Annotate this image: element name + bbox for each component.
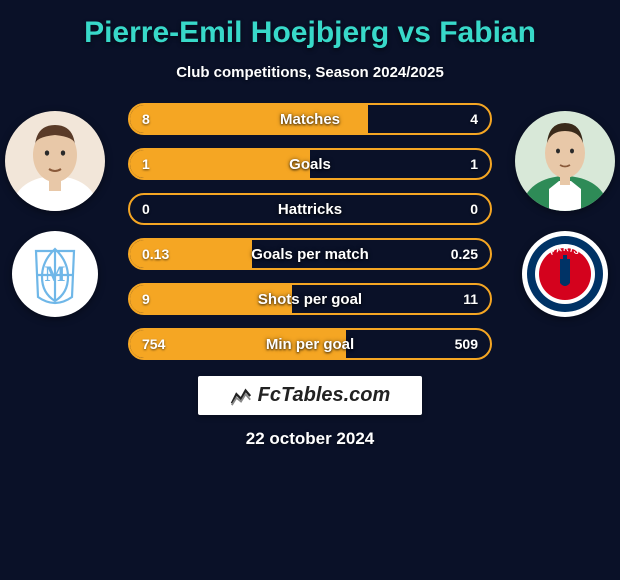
vs-label: vs [398,16,431,49]
stat-row: 754 Min per goal 509 [128,328,492,360]
stat-row: 9 Shots per goal 11 [128,283,492,315]
brand-badge: FcTables.com [198,376,423,415]
stats-column: 8 Matches 4 1 Goals 1 0 Hattricks 0 0.13 Goals per… [110,103,510,360]
subtitle: Club competitions, Season 2024/2025 [176,64,444,81]
player2-avatar-svg [515,111,615,211]
brand-text: FcTables.com [258,384,391,407]
stat-label: Goals [289,156,331,173]
stat-left-value: 0.13 [142,246,169,262]
stat-right-value: 0 [470,201,478,217]
stat-label: Matches [280,111,340,128]
main-row: M 8 Matches 4 1 Goals 1 0 Hattricks 0 0.13 Goals p… [0,103,620,360]
club1-svg: M [12,231,98,317]
stat-right-value: 4 [470,111,478,127]
stat-row: 0 Hattricks 0 [128,193,492,225]
stat-label: Shots per goal [258,291,362,308]
date-label: 22 october 2024 [246,429,375,449]
player1-club-logo: M [12,231,98,317]
left-side: M [0,103,110,317]
player1-name: Pierre-Emil Hoejbjerg [84,16,389,49]
stat-left-value: 1 [142,156,150,172]
stat-row: 0.13 Goals per match 0.25 [128,238,492,270]
comparison-title: Pierre-Emil Hoejbjerg vs Fabian [84,16,536,50]
stat-left-value: 0 [142,201,150,217]
svg-text:M: M [45,261,66,286]
stat-left-value: 9 [142,291,150,307]
player1-avatar-svg [5,111,105,211]
stat-right-value: 11 [463,291,478,307]
stat-right-value: 0.25 [451,246,478,262]
player2-name: Fabian [439,16,536,49]
stat-row: 1 Goals 1 [128,148,492,180]
stat-label: Min per goal [266,336,354,353]
right-side: PARIS [510,103,620,317]
player2-club-logo: PARIS [522,231,608,317]
stat-right-value: 1 [470,156,478,172]
player2-avatar [515,111,615,211]
footer: FcTables.com 22 october 2024 [198,376,423,449]
stat-label: Hattricks [278,201,342,218]
stat-left-value: 754 [142,336,165,352]
player1-avatar [5,111,105,211]
stat-left-value: 8 [142,111,150,127]
stat-right-value: 509 [455,336,478,352]
infographic-container: Pierre-Emil Hoejbjerg vs Fabian Club com… [0,0,620,580]
stat-row: 8 Matches 4 [128,103,492,135]
stat-label: Goals per match [251,246,369,263]
chart-icon [230,385,252,407]
club2-svg: PARIS [522,231,608,317]
stat-fill [130,150,310,178]
